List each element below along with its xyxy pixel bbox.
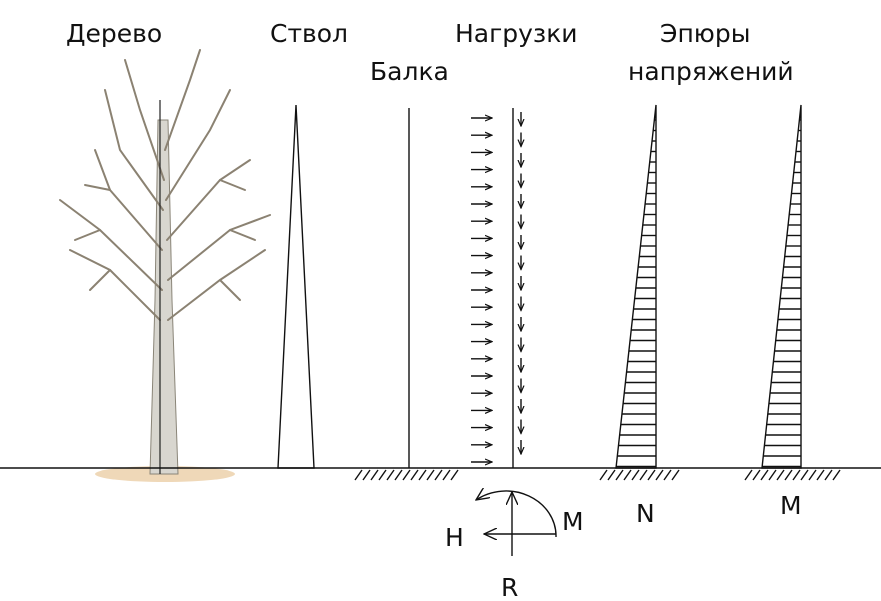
ground-hatch [792,469,801,481]
label-n: N [636,499,655,528]
ground-hatch [442,469,451,481]
ground-hatch [663,469,672,481]
ground-hatch [378,469,387,481]
ground-hatch [394,469,403,481]
ground-hatch [639,469,648,481]
epure-m [761,104,802,469]
label-tree: Дерево [66,19,162,48]
ground-hatch [615,469,624,481]
label-moment: M [562,507,584,536]
ground-hatch [800,469,809,481]
label-beam: Балка [370,57,449,86]
label-diagrams-1: Эпюры [660,19,750,48]
ground-hatch [402,469,411,481]
label-r: R [501,573,518,601]
ground-hatch [647,469,656,481]
ground-hatch [816,469,825,481]
ground-hatch [450,469,459,481]
ground-hatch [362,469,371,481]
label-diagrams-2: напряжений [628,57,794,86]
ground-hatch [434,469,443,481]
ground-hatch [418,469,427,481]
ground-hatch [808,469,817,481]
ground-hatch [410,469,419,481]
generated-layout [354,112,841,481]
label-h: H [445,523,464,552]
ground-hatch [760,469,769,481]
ground-hatch [768,469,777,481]
ground-hatch [671,469,680,481]
ground-hatch [370,469,379,481]
label-trunk: Ствол [270,19,348,48]
ground-hatch [386,469,395,481]
ground-hatch [784,469,793,481]
trunk-triangle [277,104,315,469]
ground-hatch [354,469,363,481]
ground-hatch [776,469,785,481]
ground-hatch [599,469,608,481]
reaction-m-arc [476,491,557,538]
ground-hatch [824,469,833,481]
ground-hatch [426,469,435,481]
label-m: M [780,491,802,520]
ground-hatch [631,469,640,481]
ground-hatch [623,469,632,481]
epure-n [615,104,657,469]
ground-hatch [752,469,761,481]
tree-illustration [59,49,271,482]
ground-hatch [744,469,753,481]
label-loads: Нагрузки [455,19,578,48]
ground-hatch [607,469,616,481]
ground-hatch [655,469,664,481]
ground-hatch [832,469,841,481]
